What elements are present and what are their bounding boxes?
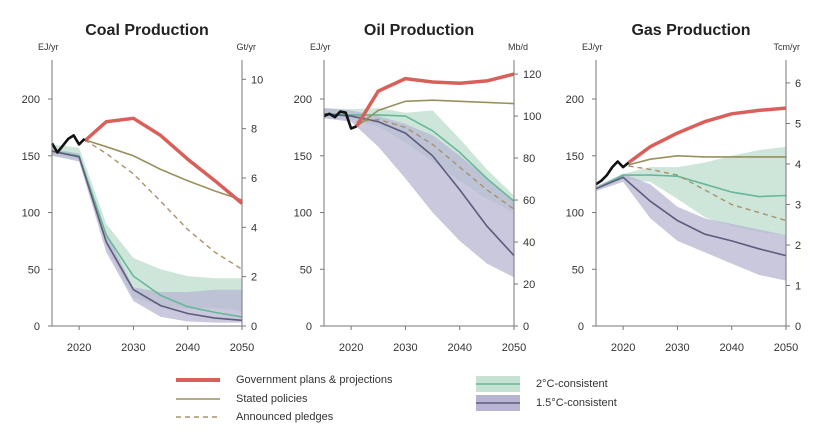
left-tick-label: 0 [578, 321, 584, 333]
legend-swatch-announced [176, 412, 228, 422]
right-tick-label: 60 [523, 195, 535, 207]
line-2c [323, 113, 515, 202]
left-axis-unit: EJ/yr [582, 42, 603, 52]
legend-label-stated: Stated policies [236, 393, 308, 405]
x-tick-label: 2040 [719, 342, 743, 354]
right-tick-label: 10 [251, 74, 263, 86]
right-tick-label: 2 [795, 240, 801, 252]
line-announced-pledges [628, 165, 787, 222]
left-tick-label: 200 [566, 94, 584, 106]
line-stated-policies [84, 139, 243, 201]
left-tick-label: 0 [34, 321, 40, 333]
left-tick-label: 0 [306, 321, 312, 333]
line-historical [323, 110, 358, 130]
legend-label-2c: 2°C-consistent [536, 378, 608, 390]
right-tick-label: 1 [795, 280, 801, 292]
left-tick-label: 50 [28, 264, 40, 276]
legend-swatch-stated [176, 394, 228, 404]
right-tick-label: 3 [795, 199, 801, 211]
right-tick-label: 0 [795, 321, 801, 333]
left-tick-label: 50 [300, 264, 312, 276]
right-tick-label: 0 [251, 321, 257, 333]
line-2c [595, 174, 787, 198]
right-tick-label: 100 [523, 111, 541, 123]
left-tick-label: 200 [22, 94, 40, 106]
legend-swatch-government [176, 375, 228, 385]
chart-title: Oil Production [364, 22, 474, 39]
x-tick-label: 2030 [121, 342, 145, 354]
line-government-plans [83, 116, 244, 205]
left-axis-unit: EJ/yr [38, 42, 59, 52]
line-government-plans [355, 72, 515, 128]
right-tick-label: 8 [251, 124, 257, 136]
left-tick-label: 50 [572, 264, 584, 276]
x-tick-label: 2040 [175, 342, 199, 354]
right-axis-unit: Tcm/yr [774, 42, 801, 52]
line-announced-pledges [356, 118, 515, 210]
x-tick-label: 2030 [393, 342, 417, 354]
left-tick-label: 150 [294, 151, 312, 163]
right-tick-label: 120 [523, 69, 541, 81]
left-tick-label: 100 [22, 208, 40, 220]
band-1-5c [52, 149, 242, 323]
right-tick-label: 20 [523, 279, 535, 291]
band-1-5c [324, 108, 514, 278]
legend-item-2c: 2°C-consistent [476, 376, 608, 392]
x-tick-label: 2050 [230, 342, 254, 354]
left-tick-label: 100 [566, 208, 584, 220]
legend-swatch-2c [476, 376, 528, 392]
right-tick-label: 80 [523, 153, 535, 165]
right-tick-label: 4 [251, 222, 257, 234]
right-tick-label: 4 [795, 159, 801, 171]
x-tick-label: 2050 [774, 342, 798, 354]
left-axis-unit: EJ/yr [310, 42, 331, 52]
left-tick-label: 150 [566, 151, 584, 163]
legend-label-announced: Announced pledges [236, 411, 334, 423]
right-axis-unit: Gt/yr [237, 42, 257, 52]
line-historical [595, 160, 630, 186]
right-tick-label: 40 [523, 237, 535, 249]
left-tick-label: 150 [22, 151, 40, 163]
chart-panel-3: Gas Production EJ/yr Tcm/yr 0 50 100 150 200 0 1 2… [566, 22, 801, 354]
legend-label-15c: 1.5°C-consistent [536, 397, 617, 409]
right-tick-label: 0 [523, 321, 529, 333]
legend-item-stated: Stated policies [176, 393, 308, 405]
line-1-5c [51, 150, 243, 322]
legend-item-government: Government plans & projections [176, 374, 393, 386]
line-1-5c [595, 176, 787, 257]
chart-title: Coal Production [85, 22, 209, 39]
x-tick-label: 2020 [611, 342, 635, 354]
line-announced-pledges [84, 139, 243, 270]
x-tick-label: 2040 [447, 342, 471, 354]
x-tick-label: 2030 [665, 342, 689, 354]
right-tick-label: 6 [795, 78, 801, 90]
line-stated-policies [628, 154, 786, 166]
left-tick-label: 200 [294, 94, 312, 106]
band-2c [596, 146, 786, 236]
x-tick-label: 2020 [339, 342, 363, 354]
right-axis-unit: Mb/d [508, 42, 528, 52]
line-historical [50, 134, 86, 154]
right-tick-label: 2 [251, 272, 257, 284]
legend-item-15c: 1.5°C-consistent [476, 395, 617, 411]
legend-label-government: Government plans & projections [236, 374, 393, 386]
chart-title: Gas Production [631, 22, 750, 39]
right-tick-label: 5 [795, 118, 801, 130]
legend-item-announced: Announced pledges [176, 411, 333, 423]
legend-swatch-15c [476, 395, 528, 411]
chart-panel-1: Coal Production EJ/yr Gt/yr 0 50 100 150 200 0 2 4… [22, 22, 264, 354]
right-tick-label: 6 [251, 173, 257, 185]
x-tick-label: 2020 [67, 342, 91, 354]
line-1-5c [323, 113, 515, 257]
left-tick-label: 100 [294, 208, 312, 220]
x-tick-label: 2050 [502, 342, 526, 354]
line-government-plans [627, 106, 787, 165]
line-stated-policies [356, 99, 515, 127]
